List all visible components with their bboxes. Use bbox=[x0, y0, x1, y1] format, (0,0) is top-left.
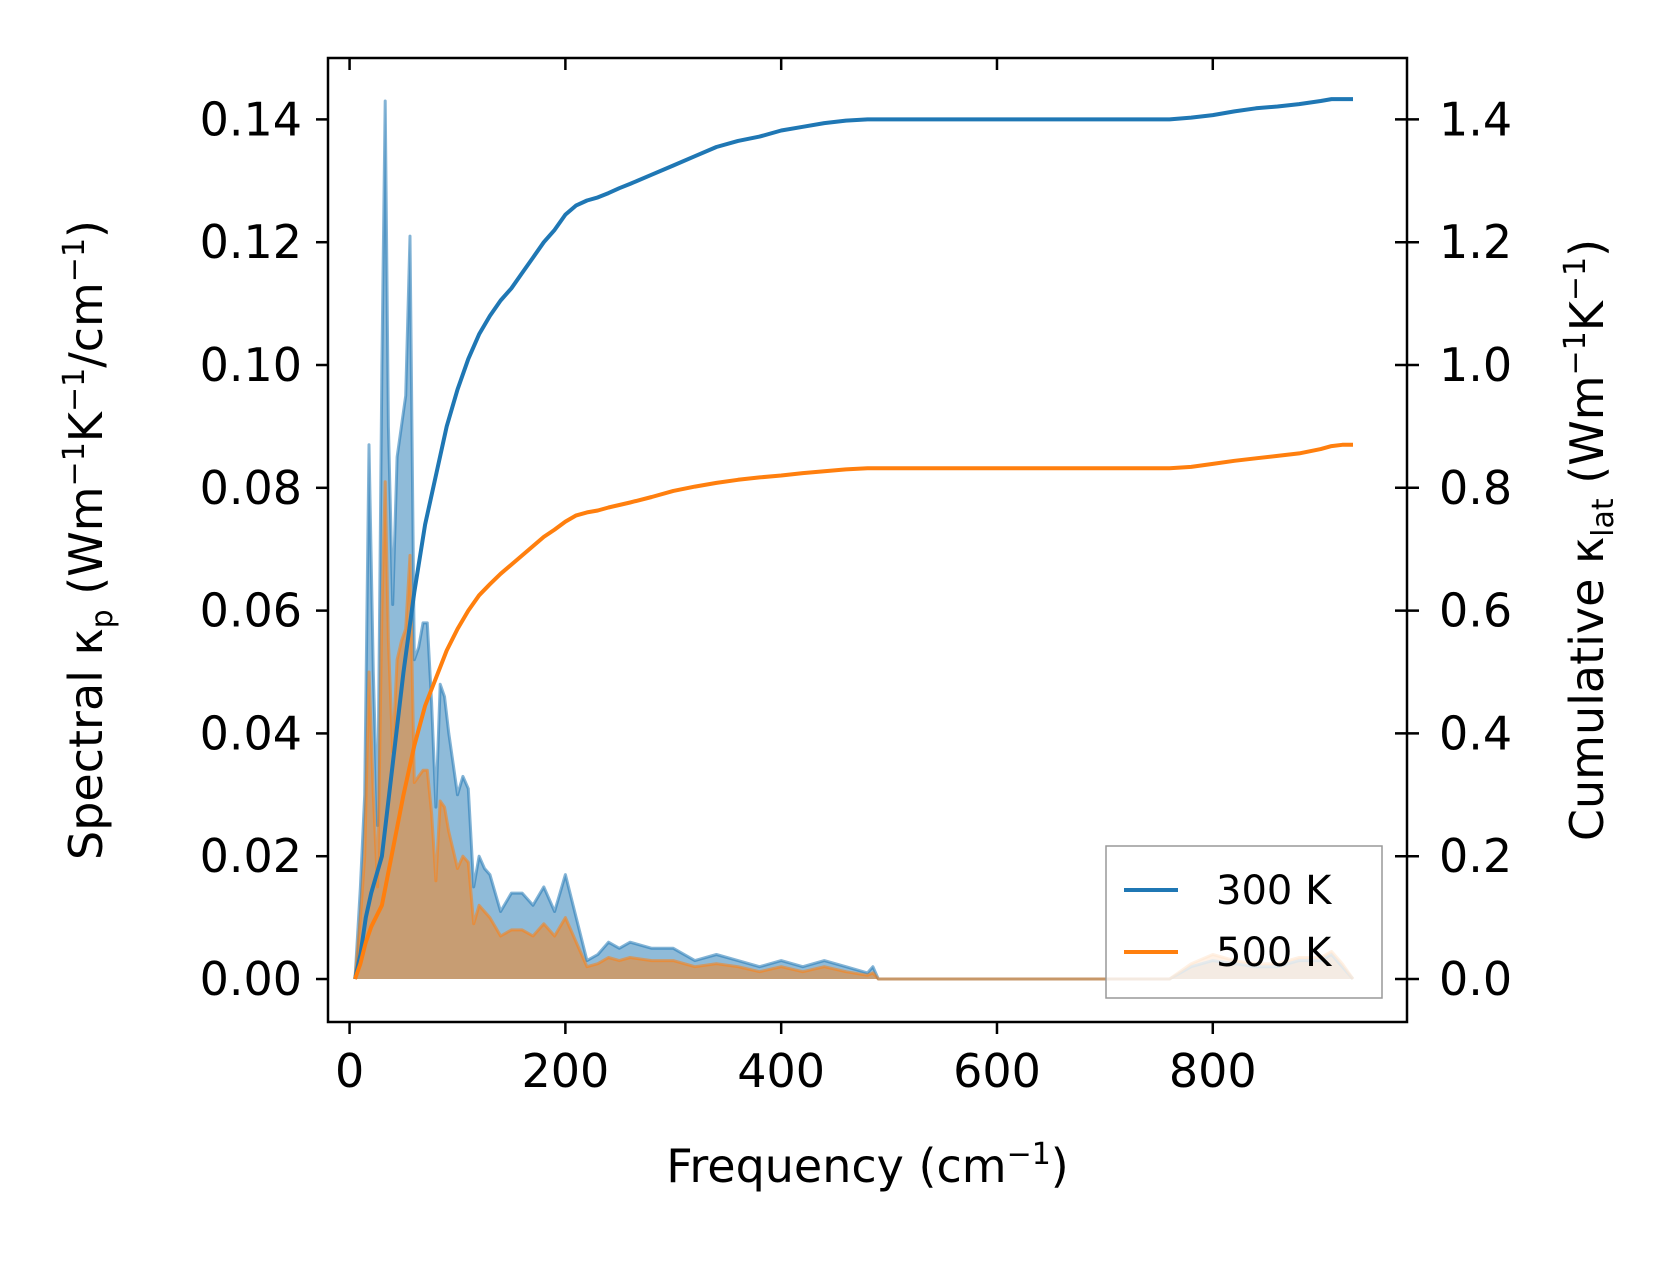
y-tick-label: 0.04 bbox=[200, 706, 302, 760]
y2-tick-label: 1.0 bbox=[1439, 338, 1512, 392]
x-tick-label: 0 bbox=[335, 1044, 364, 1098]
x-tick-label: 200 bbox=[521, 1044, 609, 1098]
y2-tick-label: 0.8 bbox=[1439, 461, 1512, 515]
y-tick-label: 0.10 bbox=[200, 338, 302, 392]
x-axis-title: Frequency (cm−1) bbox=[666, 1137, 1069, 1193]
y2-axis-title: Cumulative κlat (Wm−1K−1) bbox=[1558, 239, 1621, 841]
tick-labels: 0 200 400 600 800 0.00 0.02 0.04 0.06 0.08 0.10 0.1… bbox=[200, 92, 1513, 1098]
y-axis-title: Spectral κp (Wm−1K−1/cm−1) bbox=[57, 220, 120, 860]
y2-tick-label: 1.4 bbox=[1439, 92, 1512, 146]
x-tick-label: 800 bbox=[1169, 1044, 1257, 1098]
x-tick-label: 600 bbox=[953, 1044, 1041, 1098]
y-tick-label: 0.00 bbox=[200, 952, 302, 1006]
y2-tick-label: 0.0 bbox=[1439, 952, 1512, 1006]
y-tick-label: 0.08 bbox=[200, 461, 302, 515]
axis-ticks bbox=[316, 58, 1419, 1034]
cumulative-lines bbox=[353, 97, 1353, 980]
legend-label: 500 K bbox=[1216, 930, 1333, 976]
y2-tick-label: 0.2 bbox=[1439, 829, 1512, 883]
y-tick-label: 0.06 bbox=[200, 584, 302, 638]
legend: 300 K 500 K bbox=[1105, 845, 1383, 999]
spectral-lines bbox=[353, 99, 1355, 981]
spectral-fill-500k bbox=[355, 481, 1353, 979]
y2-tick-label: 0.4 bbox=[1439, 706, 1512, 760]
x-tick-label: 400 bbox=[737, 1044, 825, 1098]
plot-frame bbox=[326, 56, 1409, 1024]
cumulative-line-300k bbox=[353, 97, 1353, 980]
cumulative-line-500k bbox=[353, 442, 1353, 980]
y-tick-label: 0.14 bbox=[200, 92, 302, 146]
y-tick-label: 0.12 bbox=[200, 215, 302, 269]
spectral-line-500k bbox=[353, 480, 1355, 981]
y2-tick-label: 0.6 bbox=[1439, 584, 1512, 638]
spectral-fill-areas bbox=[355, 101, 1353, 979]
y-tick-label: 0.02 bbox=[200, 829, 302, 883]
legend-label: 300 K bbox=[1216, 868, 1333, 914]
legend-box bbox=[1105, 845, 1383, 999]
axis-titles: Frequency (cm−1) Spectral κp (Wm−1K−1/cm−… bbox=[57, 220, 1621, 1193]
y2-tick-label: 1.2 bbox=[1439, 215, 1512, 269]
